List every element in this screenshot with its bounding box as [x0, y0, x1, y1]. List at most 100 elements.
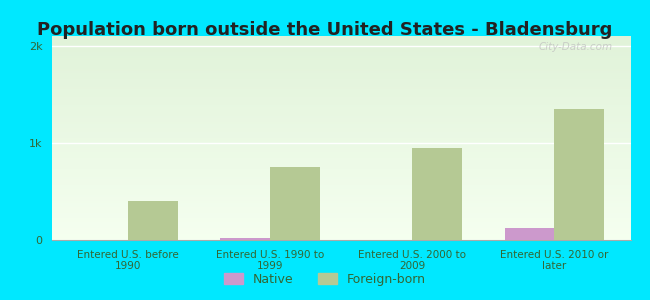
Bar — [52, 232, 630, 234]
Bar — [52, 136, 630, 138]
Bar — [52, 167, 630, 169]
Bar — [52, 175, 630, 177]
Bar — [554, 109, 604, 240]
Bar — [52, 220, 630, 222]
Bar — [52, 183, 630, 185]
Bar — [52, 103, 630, 105]
Bar — [52, 134, 630, 136]
Bar — [52, 44, 630, 46]
Bar — [52, 193, 630, 195]
Bar — [52, 128, 630, 130]
Bar — [52, 126, 630, 128]
Bar — [52, 112, 630, 113]
Bar — [52, 79, 630, 81]
Bar — [52, 52, 630, 54]
Bar — [52, 81, 630, 83]
Bar — [52, 50, 630, 52]
Bar — [52, 156, 630, 158]
Bar — [52, 146, 630, 148]
Bar — [52, 118, 630, 120]
Bar — [52, 163, 630, 164]
Bar — [52, 64, 630, 67]
Bar — [52, 222, 630, 224]
Bar — [52, 71, 630, 73]
Bar — [52, 177, 630, 179]
Bar — [270, 167, 320, 240]
Bar — [52, 89, 630, 91]
Bar — [52, 142, 630, 144]
Bar — [52, 158, 630, 160]
Text: City-Data.com: City-Data.com — [539, 42, 613, 52]
Bar — [52, 87, 630, 89]
Bar — [52, 62, 630, 64]
Bar — [52, 189, 630, 191]
Bar — [52, 181, 630, 183]
Bar — [52, 83, 630, 85]
Bar — [52, 236, 630, 238]
Bar — [52, 169, 630, 171]
Bar — [52, 152, 630, 154]
Bar — [52, 201, 630, 203]
Bar — [128, 201, 178, 240]
Bar — [52, 154, 630, 156]
Bar — [52, 173, 630, 175]
Bar — [52, 56, 630, 58]
Bar — [52, 215, 630, 217]
Bar — [52, 209, 630, 211]
Bar — [504, 228, 554, 240]
Text: Population born outside the United States - Bladensburg: Population born outside the United State… — [37, 21, 613, 39]
Bar — [52, 191, 630, 193]
Bar — [52, 40, 630, 42]
Bar — [52, 113, 630, 116]
Bar — [220, 238, 270, 240]
Bar — [52, 185, 630, 187]
Bar — [52, 199, 630, 201]
Bar — [52, 93, 630, 95]
Bar — [52, 132, 630, 134]
Bar — [52, 207, 630, 209]
Bar — [52, 124, 630, 126]
Bar — [52, 69, 630, 71]
Bar — [52, 218, 630, 220]
Bar — [52, 77, 630, 79]
Bar — [52, 130, 630, 132]
Bar — [52, 238, 630, 240]
Bar — [52, 91, 630, 93]
Bar — [52, 195, 630, 197]
Bar — [52, 105, 630, 107]
Bar — [52, 150, 630, 152]
Bar — [52, 144, 630, 146]
Bar — [52, 46, 630, 48]
Bar — [52, 36, 630, 38]
Bar — [412, 148, 462, 240]
Bar — [52, 230, 630, 232]
Bar — [52, 95, 630, 97]
Bar — [52, 110, 630, 112]
Bar — [52, 228, 630, 230]
Bar — [52, 205, 630, 207]
Bar — [52, 48, 630, 50]
Bar — [52, 203, 630, 205]
Bar — [52, 58, 630, 61]
Bar — [52, 101, 630, 103]
Bar — [52, 171, 630, 173]
Bar — [52, 212, 630, 214]
Bar — [52, 75, 630, 77]
Bar — [52, 120, 630, 122]
Bar — [52, 67, 630, 69]
Bar — [52, 73, 630, 75]
Bar — [52, 140, 630, 142]
Bar — [52, 138, 630, 140]
Bar — [52, 160, 630, 163]
Bar — [52, 122, 630, 124]
Bar — [52, 54, 630, 56]
Bar — [52, 38, 630, 40]
Bar — [52, 61, 630, 62]
Bar — [52, 197, 630, 199]
Bar — [52, 148, 630, 150]
Legend: Native, Foreign-born: Native, Foreign-born — [219, 268, 431, 291]
Bar — [52, 234, 630, 236]
Bar — [52, 116, 630, 118]
Bar — [52, 187, 630, 189]
Bar — [52, 214, 630, 215]
